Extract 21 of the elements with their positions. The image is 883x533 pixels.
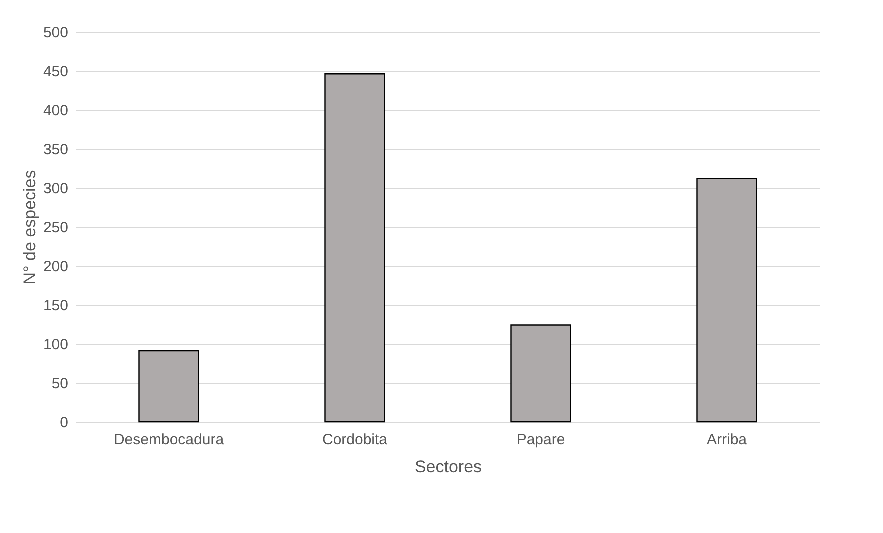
y-axis-title: N° de especies: [20, 170, 40, 285]
y-tick-label: 400: [43, 102, 68, 120]
y-tick-label: 350: [43, 142, 68, 158]
y-tick-label: 250: [43, 220, 68, 236]
y-tick-label: 150: [43, 298, 68, 314]
x-tick-label: Cordobita: [322, 432, 388, 448]
y-tick-label: 50: [52, 376, 68, 392]
bar: [510, 324, 572, 423]
y-tick-label: 100: [43, 336, 68, 354]
x-tick-label: Arriba: [706, 432, 748, 448]
bar: [696, 178, 758, 423]
x-tick-label: Desembocadura: [114, 432, 225, 448]
y-tick-label: 200: [43, 258, 68, 276]
y-tick-label: 300: [43, 180, 68, 198]
x-tick-label: Papare: [516, 432, 566, 448]
bar: [324, 74, 386, 423]
x-axis-title: Sectores: [414, 458, 482, 476]
y-tick-label: 450: [43, 64, 68, 80]
bar: [138, 350, 200, 423]
y-tick-label: 0: [60, 414, 68, 432]
y-tick-label: 500: [43, 24, 68, 42]
